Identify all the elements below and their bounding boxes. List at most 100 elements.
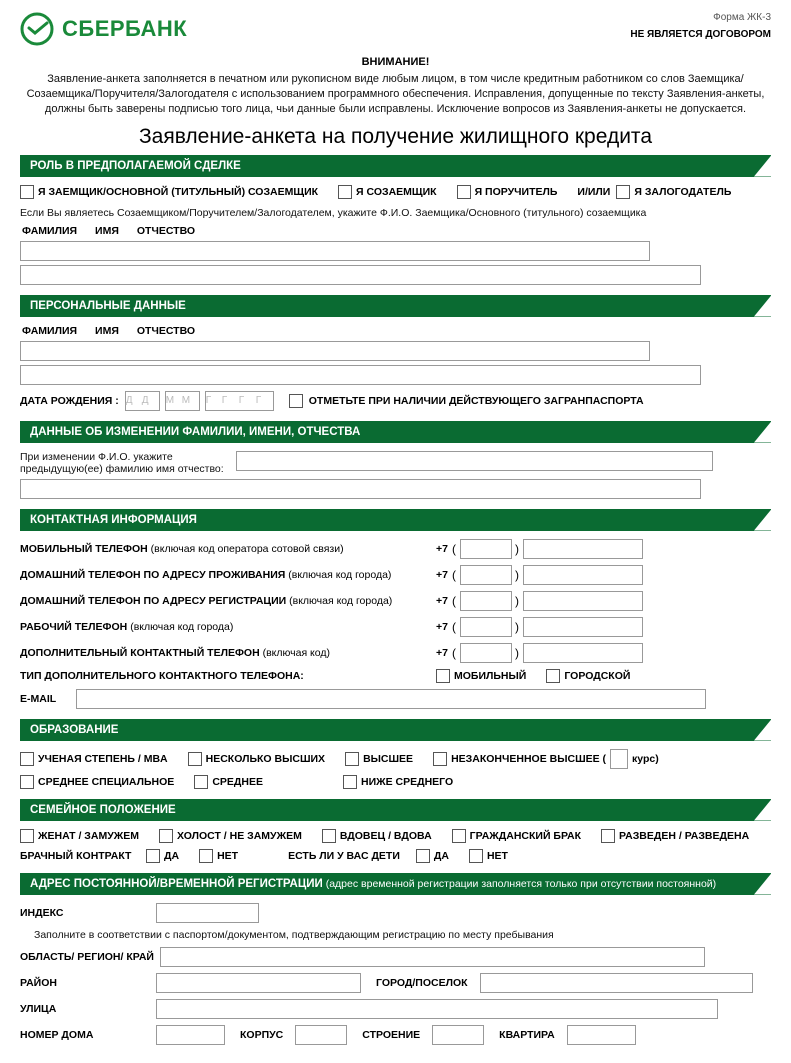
phone-prefix-1: +7 (436, 569, 448, 581)
dob-dd[interactable]: ДД (125, 391, 159, 411)
bk-label: БРАЧНЫЙ КОНТРАКТ (20, 850, 140, 862)
attention-heading: ВНИМАНИЕ! (20, 56, 771, 68)
edu-o7: НИЖЕ СРЕДНЕГО (361, 776, 453, 788)
cb-role-guarantor[interactable] (457, 185, 471, 199)
addr-rayon-label: РАЙОН (20, 977, 150, 989)
phone-num-3[interactable] (523, 617, 642, 637)
fam-o2: ХОЛОСТ / НЕ ЗАМУЖЕМ (177, 830, 302, 842)
bk-no: НЕТ (217, 850, 238, 862)
phone-area-3[interactable] (460, 617, 511, 637)
phone-area-2[interactable] (460, 591, 511, 611)
phone-num-0[interactable] (523, 539, 642, 559)
cb-addtype-city[interactable] (546, 669, 560, 683)
fam-o5: РАЗВЕДЕН / РАЗВЕДЕНА (619, 830, 749, 842)
bk-yes: ДА (164, 850, 179, 862)
paren-close-4: ) (515, 646, 519, 660)
phone-area-4[interactable] (460, 643, 511, 663)
cb-edu-incomplete[interactable] (433, 752, 447, 766)
cb-addtype-mobile[interactable] (436, 669, 450, 683)
namechange-cells-2[interactable] (20, 479, 771, 499)
role-fio-o: ОТЧЕСТВО (137, 225, 195, 237)
role-fio-i: ИМЯ (95, 225, 119, 237)
personal-fio-cells-2[interactable] (20, 365, 771, 385)
phone-prefix-4: +7 (436, 647, 448, 659)
cb-edu-secondary[interactable] (194, 775, 208, 789)
role-opt1: Я ЗАЕМЩИК/ОСНОВНОЙ (ТИТУЛЬНЫЙ) СОЗАЕМЩИК (38, 186, 318, 198)
section-personal-title: ПЕРСОНАЛЬНЫЕ ДАННЫЕ (20, 295, 771, 317)
edu-course-cell[interactable] (610, 749, 628, 769)
role-opt4: Я ЗАЛОГОДАТЕЛЬ (634, 186, 731, 198)
phone-num-1[interactable] (523, 565, 642, 585)
dob-yyyy[interactable]: ГГГГ (205, 391, 273, 411)
email-cells[interactable] (76, 689, 705, 709)
phone-label-b-4: ДОПОЛНИТЕЛЬНЫЙ КОНТАКТНЫЙ ТЕЛЕФОН (20, 647, 260, 659)
addr-stroenie-label: СТРОЕНИЕ (362, 1029, 420, 1041)
addr-kvartira-label: КВАРТИРА (499, 1029, 555, 1041)
cb-foreign-passport[interactable] (289, 394, 303, 408)
cb-edu-below[interactable] (343, 775, 357, 789)
cb-fam-civil[interactable] (452, 829, 466, 843)
addr-house-cells[interactable] (156, 1025, 224, 1045)
phone-area-1[interactable] (460, 565, 511, 585)
phone-label-b-1: ДОМАШНИЙ ТЕЛЕФОН ПО АДРЕСУ ПРОЖИВАНИЯ (20, 569, 285, 581)
cb-edu-multi[interactable] (188, 752, 202, 766)
cb-fam-single[interactable] (159, 829, 173, 843)
cb-fam-widow[interactable] (322, 829, 336, 843)
addr-rayon-cells[interactable] (156, 973, 360, 993)
cb-role-pledger[interactable] (616, 185, 630, 199)
kids-label: ЕСТЬ ЛИ У ВАС ДЕТИ (288, 850, 400, 862)
addr-city-cells[interactable] (480, 973, 752, 993)
cb-kids-yes[interactable] (416, 849, 430, 863)
role-opt3: Я ПОРУЧИТЕЛЬ (475, 186, 558, 198)
addr-house-label: НОМЕР ДОМА (20, 1029, 150, 1041)
phone-num-4[interactable] (523, 643, 642, 663)
addr-title-sub: (адрес временной регистрации заполняется… (323, 878, 716, 890)
paren-open-2: ( (452, 594, 456, 608)
role-fio-cells-1[interactable] (20, 241, 771, 261)
cb-role-coborrower[interactable] (338, 185, 352, 199)
role-fio-cells-2[interactable] (20, 265, 771, 285)
dob-mm[interactable]: ММ (165, 391, 199, 411)
addr-city-label: ГОРОД/ПОСЕЛОК (376, 977, 468, 989)
addtype-city: ГОРОДСКОЙ (564, 670, 630, 682)
not-contract-label: НЕ ЯВЛЯЕТСЯ ДОГОВОРОМ (630, 29, 771, 40)
header-bar: СБЕРБАНК Форма ЖК-3 НЕ ЯВЛЯЕТСЯ ДОГОВОРО… (20, 12, 771, 46)
edu-o5: СРЕДНЕЕ СПЕЦИАЛЬНОЕ (38, 776, 174, 788)
role-note: Если Вы являетесь Созаемщиком/Поручителе… (20, 207, 771, 219)
paren-open-0: ( (452, 542, 456, 556)
fam-o1: ЖЕНАТ / ЗАМУЖЕМ (38, 830, 139, 842)
cb-fam-divorced[interactable] (601, 829, 615, 843)
cb-edu-mba[interactable] (20, 752, 34, 766)
addr-region-cells[interactable] (160, 947, 704, 967)
addr-korpus-cells[interactable] (295, 1025, 346, 1045)
cb-kids-no[interactable] (469, 849, 483, 863)
cb-edu-higher[interactable] (345, 752, 359, 766)
addtype-mobile: МОБИЛЬНЫЙ (454, 670, 526, 682)
role-fio-f: ФАМИЛИЯ (22, 225, 77, 237)
logo-text: СБЕРБАНК (62, 16, 187, 42)
cb-role-borrower[interactable] (20, 185, 34, 199)
namechange-cells-1[interactable] (236, 451, 712, 471)
cb-bk-no[interactable] (199, 849, 213, 863)
phone-num-2[interactable] (523, 591, 642, 611)
section-namechange-title: ДАННЫЕ ОБ ИЗМЕНЕНИИ ФАМИЛИИ, ИМЕНИ, ОТЧЕ… (20, 421, 771, 443)
addr-region-label: ОБЛАСТЬ/ РЕГИОН/ КРАЙ (20, 951, 154, 963)
paren-open-4: ( (452, 646, 456, 660)
edu-o2: НЕСКОЛЬКО ВЫСШИХ (206, 753, 325, 765)
paren-close-3: ) (515, 620, 519, 634)
cb-bk-yes[interactable] (146, 849, 160, 863)
addr-kvartira-cells[interactable] (567, 1025, 635, 1045)
cb-edu-secspec[interactable] (20, 775, 34, 789)
cb-fam-married[interactable] (20, 829, 34, 843)
addr-stroenie-cells[interactable] (432, 1025, 483, 1045)
addr-title-main: АДРЕС ПОСТОЯННОЙ/ВРЕМЕННОЙ РЕГИСТРАЦИИ (30, 878, 323, 890)
phone-prefix-0: +7 (436, 543, 448, 555)
paren-open-3: ( (452, 620, 456, 634)
phone-label-n-0: (включая код оператора сотовой связи) (148, 543, 344, 555)
phone-area-0[interactable] (460, 539, 511, 559)
addr-street-cells[interactable] (156, 999, 717, 1019)
addr-index-cells[interactable] (156, 903, 258, 923)
kids-yes: ДА (434, 850, 449, 862)
namechange-note2: предыдущую(ее) фамилию имя отчество: (20, 463, 230, 475)
personal-fio-cells-1[interactable] (20, 341, 771, 361)
